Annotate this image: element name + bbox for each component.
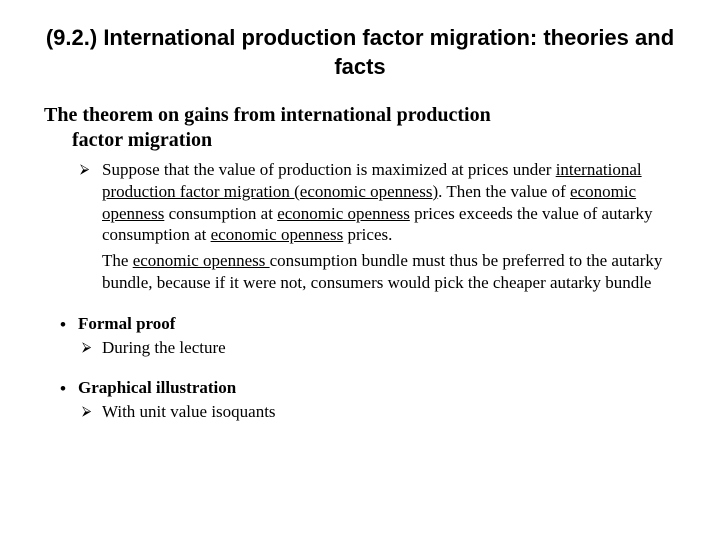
p1-text-2: . Then the value of xyxy=(438,182,570,201)
p2-text-1: The xyxy=(102,251,133,270)
bullet-marker-icon: ⮚ xyxy=(80,161,89,178)
theorem-heading-line1: The theorem on gains from international … xyxy=(44,104,491,126)
slide-title: (9.2.) International production factor m… xyxy=(44,24,676,81)
p1-underline-3: economic openness xyxy=(277,204,410,223)
graphical-illustration-item: ⮚ With unit value isoquants xyxy=(44,401,676,423)
theorem-heading-line2: factor migration xyxy=(44,128,676,153)
formal-proof-text: During the lecture xyxy=(102,338,226,357)
graphical-illustration-heading: • Graphical illustration xyxy=(44,378,676,398)
theorem-paragraph-2: The economic openness consumption bundle… xyxy=(102,250,676,294)
formal-proof-label: Formal proof xyxy=(78,314,175,333)
bullet-dot-icon: • xyxy=(60,378,66,400)
p1-text-5: prices. xyxy=(343,225,392,244)
graphical-illustration-label: Graphical illustration xyxy=(78,378,236,397)
p2-underline-1: economic openness xyxy=(133,251,270,270)
p1-text-3: consumption at xyxy=(164,204,277,223)
p1-underline-4: economic openness xyxy=(211,225,344,244)
bullet-marker-icon: ⮚ xyxy=(82,339,91,356)
formal-proof-item: ⮚ During the lecture xyxy=(44,337,676,359)
theorem-heading: The theorem on gains from international … xyxy=(44,103,676,153)
theorem-paragraph-1: ⮚ Suppose that the value of production i… xyxy=(102,159,676,246)
bullet-marker-icon: ⮚ xyxy=(82,403,91,420)
graphical-illustration-text: With unit value isoquants xyxy=(102,402,276,421)
theorem-body: ⮚ Suppose that the value of production i… xyxy=(44,159,676,294)
bullet-dot-icon: • xyxy=(60,314,66,336)
p1-text-1: Suppose that the value of production is … xyxy=(102,160,556,179)
formal-proof-heading: • Formal proof xyxy=(44,314,676,334)
